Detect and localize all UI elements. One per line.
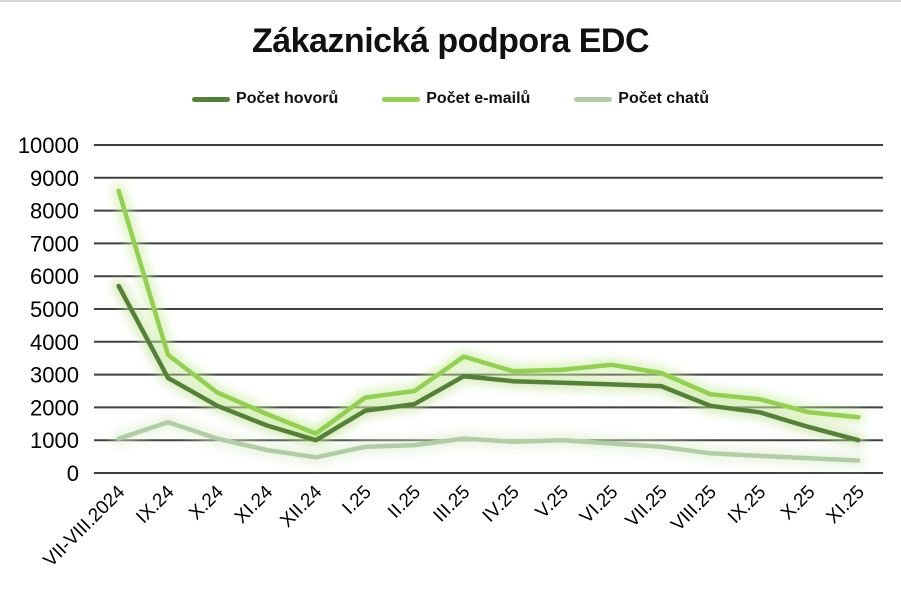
x-axis-label: VIII.25 [667,482,721,536]
x-axis-label: IX.24 [132,481,179,528]
x-axis-label: XI.25 [823,482,869,528]
x-axis-label: X.25 [777,482,819,524]
y-axis-label: 3000 [30,363,79,388]
legend-swatch-icon [192,96,231,102]
x-axis-label: III.25 [430,482,475,527]
x-axis-label: V.25 [532,482,573,523]
y-axis-label: 1000 [30,428,79,453]
y-axis-label: 0 [67,461,79,486]
y-axis-label: 4000 [30,330,79,355]
legend-swatch-icon [382,96,421,102]
chart-title: Zákaznická podpora EDC [251,22,650,60]
series-line-1 [116,188,861,436]
y-axis-label: 2000 [30,395,79,420]
chart-legend: Počet hovorů Počet e-mailů Počet chatů [0,90,901,108]
x-axis-label: VII.25 [622,482,672,532]
legend-label: Počet hovorů [236,90,339,107]
y-axis-label: 10000 [18,133,79,158]
x-axis-label: XII.24 [276,481,326,531]
y-axis-label: 8000 [30,199,79,224]
x-axis-label: II.25 [384,482,425,523]
y-axis-label: 7000 [30,231,79,256]
legend-swatch-icon [574,96,613,102]
legend-label: Počet chatů [618,90,709,107]
x-axis-label: IV.25 [479,482,524,527]
y-axis-label: 6000 [30,264,79,289]
x-axis-label: I.25 [338,482,375,519]
x-axis-label: IX.25 [724,482,770,528]
series-line-0 [116,283,861,443]
x-axis-label: X.24 [185,481,228,524]
x-axis-label: VII-VIII.2024 [40,481,130,571]
y-axis-label: 9000 [30,166,79,191]
legend-item-1: Počet e-mailů [382,90,530,108]
legend-item-0: Počet hovorů [192,90,338,108]
legend-label: Počet e-mailů [426,90,531,107]
x-axis-label: XI.24 [231,481,278,528]
x-axis-label: VI.25 [576,482,622,528]
legend-item-2: Počet chatů [574,90,709,108]
y-axis-label: 5000 [30,297,79,322]
series-line-2 [116,419,861,463]
